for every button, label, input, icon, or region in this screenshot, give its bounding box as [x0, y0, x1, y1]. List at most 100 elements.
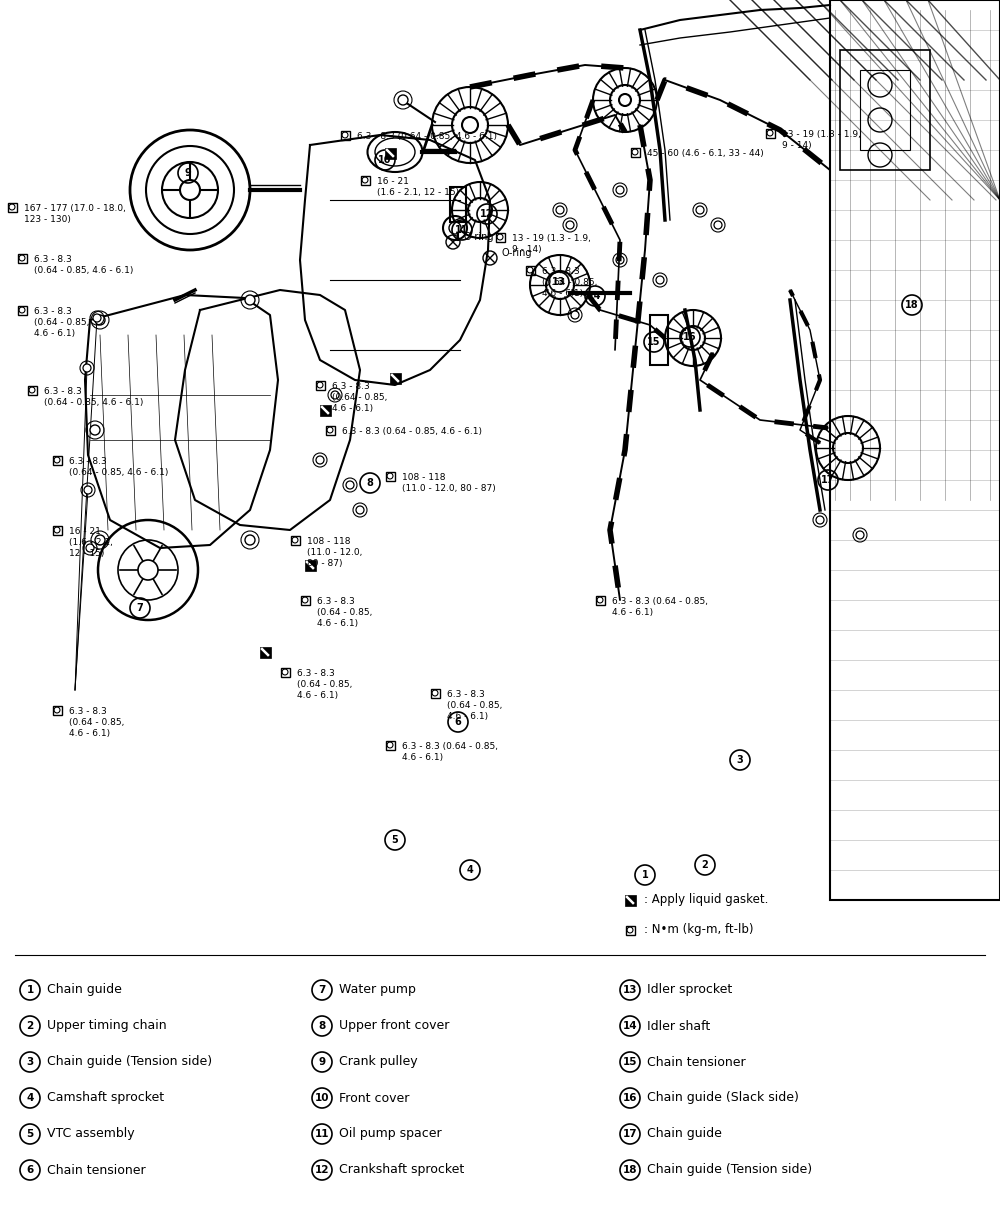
Bar	[386, 471, 395, 481]
Circle shape	[95, 315, 105, 325]
Text: 6: 6	[455, 718, 461, 727]
Text: (0.64 - 0.85,: (0.64 - 0.85,	[317, 608, 372, 617]
Circle shape	[556, 206, 564, 215]
Bar	[766, 128, 775, 138]
Text: 5: 5	[392, 835, 398, 845]
Text: Upper timing chain: Upper timing chain	[47, 1019, 167, 1033]
Text: Idler shaft: Idler shaft	[647, 1019, 710, 1033]
Text: Crank pulley: Crank pulley	[339, 1056, 418, 1069]
Text: : N•m (kg-m, ft-lb): : N•m (kg-m, ft-lb)	[644, 924, 754, 937]
Text: 4.6 - 6.1): 4.6 - 6.1)	[332, 404, 373, 413]
Text: 6.3 - 8.3: 6.3 - 8.3	[69, 457, 107, 465]
Text: O-ring: O-ring	[464, 231, 494, 242]
Bar	[53, 526, 62, 534]
Text: 6.3 - 8.3: 6.3 - 8.3	[542, 267, 580, 276]
Text: 4: 4	[467, 865, 473, 875]
Text: 6.3 - 8.3: 6.3 - 8.3	[34, 307, 72, 316]
Text: 3: 3	[26, 1057, 34, 1067]
Text: 6.3 - 8.3 (0.64 - 0.85, 4.6 - 6.1): 6.3 - 8.3 (0.64 - 0.85, 4.6 - 6.1)	[357, 132, 497, 141]
Bar	[385, 148, 396, 159]
Text: 15: 15	[623, 1057, 637, 1067]
Text: 6: 6	[26, 1165, 34, 1174]
Bar	[18, 305, 27, 315]
Bar	[625, 894, 636, 907]
Text: VTC assembly: VTC assembly	[47, 1127, 135, 1140]
Bar	[626, 926, 635, 934]
Text: (0.64 - 0.85,: (0.64 - 0.85,	[297, 680, 352, 688]
Text: 14: 14	[588, 291, 602, 301]
Circle shape	[90, 425, 100, 435]
Text: Chain guide: Chain guide	[47, 983, 122, 996]
Bar	[301, 596, 310, 605]
Text: 9: 9	[185, 168, 191, 178]
Text: 13: 13	[552, 278, 566, 287]
Text: 15: 15	[647, 337, 661, 347]
Bar	[53, 456, 62, 465]
Text: 6.3 - 8.3 (0.64 - 0.85,: 6.3 - 8.3 (0.64 - 0.85,	[612, 598, 708, 606]
Text: Camshaft sprocket: Camshaft sprocket	[47, 1092, 164, 1104]
Text: (11.0 - 12.0, 80 - 87): (11.0 - 12.0, 80 - 87)	[402, 484, 496, 493]
Text: 108 - 118: 108 - 118	[402, 473, 446, 482]
Text: (0.64 - 0.85, 4.6 - 6.1): (0.64 - 0.85, 4.6 - 6.1)	[34, 265, 133, 275]
Bar	[320, 405, 331, 416]
Text: 4.6 - 6.1): 4.6 - 6.1)	[34, 328, 75, 338]
Circle shape	[571, 311, 579, 319]
Bar	[341, 131, 350, 141]
Text: (0.64 - 0.85,: (0.64 - 0.85,	[447, 701, 502, 710]
Text: (0.64 - 0.85, 4.6 - 6.1): (0.64 - 0.85, 4.6 - 6.1)	[44, 398, 143, 407]
Text: 9: 9	[318, 1057, 326, 1067]
Bar	[830, 0, 1000, 901]
Text: 6.3 - 8.3 (0.64 - 0.85,: 6.3 - 8.3 (0.64 - 0.85,	[402, 742, 498, 751]
Bar	[650, 315, 668, 365]
Text: Chain guide (Tension side): Chain guide (Tension side)	[647, 1164, 812, 1177]
Text: 7: 7	[137, 604, 143, 613]
Text: 17: 17	[821, 475, 835, 485]
Bar	[450, 187, 466, 222]
Text: 10: 10	[378, 155, 392, 165]
Bar	[8, 202, 17, 212]
Text: 9 - 14): 9 - 14)	[512, 245, 542, 255]
Text: 2: 2	[702, 861, 708, 870]
Circle shape	[462, 118, 478, 133]
Text: Idler sprocket: Idler sprocket	[647, 983, 732, 996]
Text: 12: 12	[480, 208, 494, 219]
Circle shape	[331, 391, 339, 399]
Circle shape	[449, 222, 461, 234]
Text: 16: 16	[623, 1093, 637, 1103]
Text: Chain guide (Slack side): Chain guide (Slack side)	[647, 1092, 799, 1104]
Circle shape	[816, 516, 824, 524]
Text: 13 - 19 (1.3 - 1.9,: 13 - 19 (1.3 - 1.9,	[782, 130, 861, 139]
Text: 12 - 15): 12 - 15)	[69, 549, 104, 558]
Text: 4: 4	[26, 1093, 34, 1103]
Bar	[390, 373, 401, 384]
Bar	[431, 688, 440, 698]
Circle shape	[245, 534, 255, 545]
Bar	[840, 50, 930, 170]
Circle shape	[714, 221, 722, 229]
Bar	[316, 381, 325, 390]
Text: 18: 18	[623, 1165, 637, 1174]
Text: (0.64 - 0.85,: (0.64 - 0.85,	[332, 393, 387, 402]
Text: 6.3 - 8.3: 6.3 - 8.3	[34, 255, 72, 264]
Text: 16 - 21: 16 - 21	[69, 527, 101, 536]
Circle shape	[346, 481, 354, 488]
Bar	[361, 176, 370, 185]
Text: Upper front cover: Upper front cover	[339, 1019, 449, 1033]
Text: 8: 8	[318, 1021, 326, 1031]
Text: 16 - 21: 16 - 21	[377, 177, 409, 185]
Bar	[260, 647, 271, 658]
Text: 13: 13	[623, 985, 637, 995]
Text: 17: 17	[623, 1130, 637, 1139]
Text: 11: 11	[455, 225, 469, 235]
Text: 5: 5	[26, 1130, 34, 1139]
Text: 108 - 118: 108 - 118	[307, 537, 351, 545]
Text: 3: 3	[737, 755, 743, 765]
Text: 9 - 14): 9 - 14)	[782, 141, 812, 150]
Text: 4.6 - 6.1): 4.6 - 6.1)	[402, 753, 443, 762]
Text: 4.6 - 6.1): 4.6 - 6.1)	[297, 691, 338, 701]
Bar	[53, 707, 62, 715]
Text: 1: 1	[642, 870, 648, 880]
Text: Crankshaft sprocket: Crankshaft sprocket	[339, 1164, 464, 1177]
Circle shape	[316, 456, 324, 464]
Text: 7: 7	[318, 985, 326, 995]
